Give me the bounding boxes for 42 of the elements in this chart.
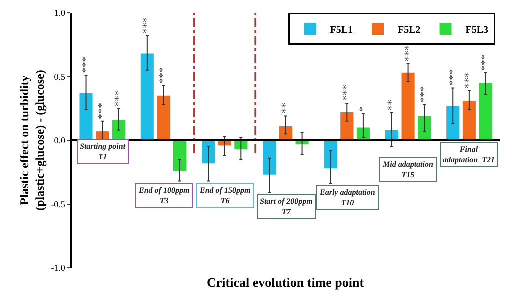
annotation: End of 150ppm T6 (199, 186, 251, 206)
y-tick-label: 1.0 (54, 8, 66, 18)
bar (340, 112, 354, 140)
x-axis-title: Critical evolution time point (207, 275, 365, 290)
annotation: Early adaptation T10 (319, 188, 376, 208)
y-tick-label: 0.5 (54, 72, 66, 82)
y-tick-label: 0.0 (54, 136, 66, 146)
annotation: Start of 200ppm T7 (260, 197, 313, 216)
data-label: *** (112, 90, 125, 108)
bar (402, 72, 415, 140)
legend-label: F5L2 (398, 24, 421, 36)
bar (80, 93, 93, 140)
data-label: ** (280, 102, 292, 114)
annotation: Mid adaptation T15 (382, 160, 434, 180)
data-label: ** (386, 100, 398, 111)
legend-label: F5L3 (466, 24, 489, 36)
bar (462, 100, 476, 140)
data-label: *** (447, 69, 460, 86)
data-label: *** (80, 56, 92, 74)
data-label: *** (96, 102, 109, 120)
bar (140, 54, 154, 140)
legend-label: F5L1 (330, 24, 353, 36)
bar (479, 83, 492, 140)
data-label: *** (479, 54, 492, 72)
annotation: Final adaptation T21 (443, 145, 496, 164)
y-tick-label: -1.0 (51, 263, 66, 274)
bar (324, 140, 338, 169)
bar (446, 106, 460, 140)
data-label: *** (418, 86, 430, 103)
data-label: *** (158, 67, 170, 84)
bar (157, 96, 170, 140)
annotation: End of 100ppm T3 (138, 186, 190, 206)
data-label: *** (463, 72, 476, 89)
data-label: *** (402, 45, 415, 62)
data-label: *** (140, 17, 153, 34)
data-label: * (358, 106, 370, 112)
bar (263, 140, 276, 175)
y-tick-label: -0.5 (51, 199, 66, 210)
bar (174, 140, 187, 172)
y-axis-title: Plastic effect on turbidity (plastic+glucose) - (glucose) (17, 70, 47, 211)
data-label: *** (341, 84, 354, 102)
annotation: Starting point T1 (80, 142, 126, 162)
